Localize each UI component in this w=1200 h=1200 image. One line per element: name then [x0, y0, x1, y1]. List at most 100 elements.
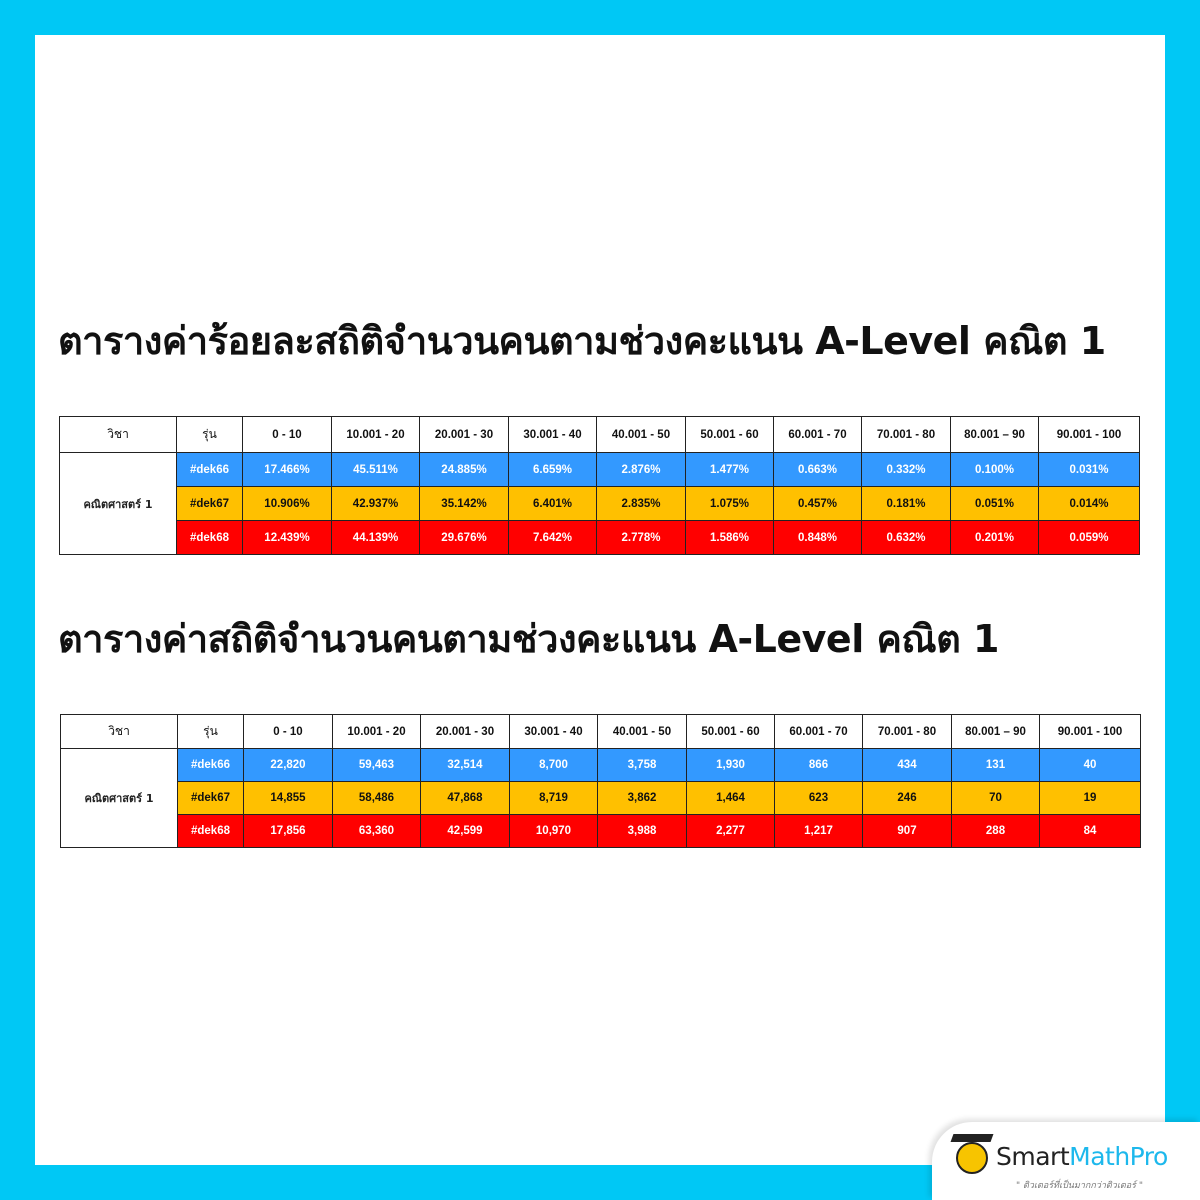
subject-cell: คณิตศาสตร์ 1 [59, 452, 177, 555]
table-cell: 40 [1039, 748, 1141, 782]
column-header: วิชา [60, 714, 178, 749]
count-table-title: ตารางค่าสถิติจำนวนคนตามช่วงคะแนน A-Level… [58, 617, 1000, 661]
table-cell: 42.937% [331, 486, 420, 521]
table-cell: 0.457% [773, 486, 862, 521]
table-cell: 0.663% [773, 452, 862, 487]
column-header: รุ่น [177, 714, 244, 749]
table-cell: 3,988 [597, 814, 687, 848]
table-cell: 10.906% [242, 486, 332, 521]
table-cell: 866 [774, 748, 863, 782]
column-header: 10.001 - 20 [332, 714, 421, 749]
table-cell: 1,217 [774, 814, 863, 848]
percent-table-title: ตารางค่าร้อยละสถิติจำนวนคนตามช่วงคะแนน A… [58, 319, 1106, 363]
table-cell: 3,862 [597, 781, 687, 815]
table-cell: 8,700 [509, 748, 598, 782]
page-canvas [35, 35, 1165, 1165]
table-cell: 2.835% [596, 486, 686, 521]
table-cell: 84 [1039, 814, 1141, 848]
column-header: วิชา [59, 416, 177, 453]
table-cell: 0.181% [861, 486, 951, 521]
column-header: 20.001 - 30 [419, 416, 509, 453]
table-row: #dek67 14,855 58,486 47,868 8,719 3,862 1,464 6… [61, 781, 1141, 815]
table-cell: 0.848% [773, 520, 862, 555]
logo-brand-dark: Smart [996, 1142, 1070, 1171]
table-cell: 288 [951, 814, 1040, 848]
column-header: 50.001 - 60 [686, 714, 775, 749]
cohort-label: #dek68 [176, 520, 243, 555]
table-cell: 45.511% [331, 452, 420, 487]
column-header: 30.001 - 40 [508, 416, 597, 453]
table-cell: 29.676% [419, 520, 509, 555]
column-header: 70.001 - 80 [861, 416, 951, 453]
table-cell: 434 [862, 748, 952, 782]
column-header: 40.001 - 50 [597, 714, 687, 749]
table-cell: 0.051% [950, 486, 1039, 521]
table-cell: 24.885% [419, 452, 509, 487]
table-row: #dek68 17,856 63,360 42,599 10,970 3,988 2,277… [61, 814, 1141, 848]
table-row: #dek68 12.439% 44.139% 29.676% 7.642% 2.778% 1… [60, 520, 1140, 555]
column-header: 80.001 – 90 [950, 416, 1039, 453]
column-header: 80.001 – 90 [951, 714, 1040, 749]
cohort-label: #dek68 [177, 814, 244, 848]
table-row: คณิตศาสตร์ 1 #dek66 22,820 59,463 32,514 8,70… [60, 748, 1141, 848]
cohort-label: #dek67 [176, 486, 243, 521]
table-cell: 70 [951, 781, 1040, 815]
column-header: รุ่น [176, 416, 243, 453]
cohort-label: #dek67 [177, 781, 244, 815]
mascot-icon [956, 1142, 988, 1174]
logo-tagline: " ติวเตอร์ที่เป็นมากกว่าติวเตอร์ " [1016, 1181, 1143, 1191]
table-cell: 7.642% [508, 520, 597, 555]
table-cell: 17,856 [243, 814, 333, 848]
table-cell: 0.031% [1038, 452, 1140, 487]
table-cell: 907 [862, 814, 952, 848]
table-cell: 2.778% [596, 520, 686, 555]
table-cell: 131 [951, 748, 1040, 782]
table-cell: 0.632% [861, 520, 951, 555]
table-cell: 44.139% [331, 520, 420, 555]
graduation-cap-icon [950, 1134, 994, 1142]
table-cell: 35.142% [419, 486, 509, 521]
table-row: #dek67 10.906% 42.937% 35.142% 6.401% 2.835% 1… [60, 486, 1140, 521]
percent-table: วิชา รุ่น 0 - 10 10.001 - 20 20.001 - 30 30.0… [59, 416, 1140, 555]
table-cell: 32,514 [420, 748, 510, 782]
column-header: 30.001 - 40 [509, 714, 598, 749]
table-cell: 3,758 [597, 748, 687, 782]
table-cell: 0.332% [861, 452, 951, 487]
table-cell: 6.659% [508, 452, 597, 487]
cohort-label: #dek66 [177, 748, 244, 782]
column-header: 90.001 - 100 [1038, 416, 1140, 453]
column-header: 60.001 - 70 [773, 416, 862, 453]
column-header: 0 - 10 [242, 416, 332, 453]
table-cell: 1.586% [685, 520, 774, 555]
column-header: 10.001 - 20 [331, 416, 420, 453]
table-cell: 0.014% [1038, 486, 1140, 521]
table-cell: 2,277 [686, 814, 775, 848]
table-cell: 63,360 [332, 814, 421, 848]
logo-brand-blue: MathPro [1069, 1142, 1168, 1171]
table-cell: 8,719 [509, 781, 598, 815]
logo-wordmark: SmartMathPro [996, 1142, 1168, 1171]
table-cell: 47,868 [420, 781, 510, 815]
table-cell: 1,930 [686, 748, 775, 782]
table-cell: 59,463 [332, 748, 421, 782]
table-cell: 0.059% [1038, 520, 1140, 555]
table-cell: 19 [1039, 781, 1141, 815]
column-header: 20.001 - 30 [420, 714, 510, 749]
cohort-label: #dek66 [176, 452, 243, 487]
header-row: วิชา รุ่น 0 - 10 10.001 - 20 20.001 - 30 30.0… [60, 714, 1141, 749]
header-row: วิชา รุ่น 0 - 10 10.001 - 20 20.001 - 30 30.0… [59, 416, 1140, 453]
table-cell: 0.201% [950, 520, 1039, 555]
column-header: 70.001 - 80 [862, 714, 952, 749]
table-cell: 1.477% [685, 452, 774, 487]
column-header: 50.001 - 60 [685, 416, 774, 453]
table-cell: 10,970 [509, 814, 598, 848]
table-cell: 1,464 [686, 781, 775, 815]
subject-cell: คณิตศาสตร์ 1 [60, 748, 178, 848]
table-cell: 12.439% [242, 520, 332, 555]
table-cell: 623 [774, 781, 863, 815]
column-header: 40.001 - 50 [596, 416, 686, 453]
table-cell: 2.876% [596, 452, 686, 487]
column-header: 0 - 10 [243, 714, 333, 749]
table-cell: 58,486 [332, 781, 421, 815]
smartmathpro-logo: SmartMathPro " ติวเตอร์ที่เป็นมากกว่าติว… [932, 1122, 1200, 1200]
